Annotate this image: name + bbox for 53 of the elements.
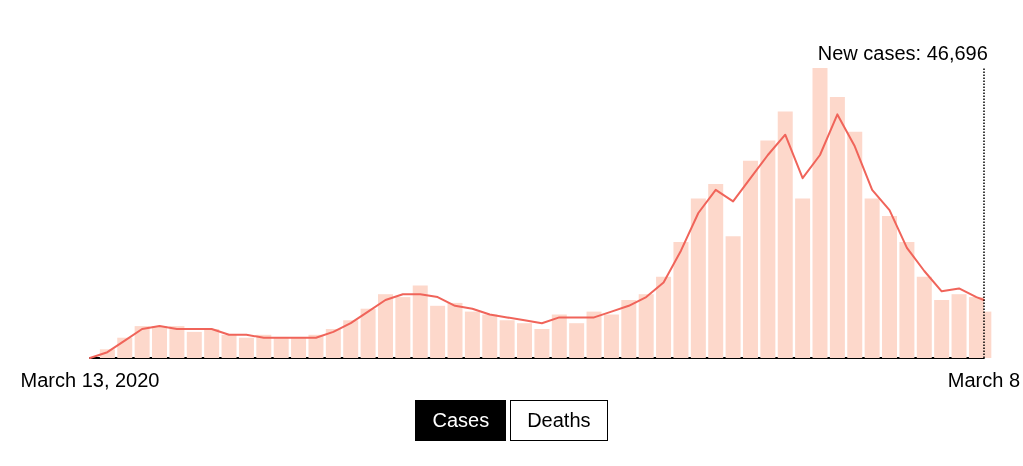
bar <box>464 311 480 358</box>
bar <box>412 285 428 358</box>
bar <box>621 300 637 358</box>
bar <box>186 331 202 358</box>
bar <box>656 276 672 358</box>
x-tick-label: March 8 <box>947 369 1020 391</box>
bar <box>256 334 272 358</box>
bar <box>291 337 307 358</box>
bar <box>134 326 150 358</box>
bar <box>760 140 776 358</box>
x-tick-label: March 13, 2020 <box>20 369 160 391</box>
bar <box>690 198 706 358</box>
bar <box>360 308 376 358</box>
bar <box>673 242 689 358</box>
bar <box>430 305 446 358</box>
bar <box>221 334 237 358</box>
bar <box>951 294 967 358</box>
tab-button: Cases <box>415 400 507 441</box>
tab-button: Deaths <box>510 400 608 441</box>
bar <box>899 242 915 358</box>
bar <box>238 337 254 358</box>
bar <box>777 111 793 358</box>
bar <box>273 337 289 358</box>
bar <box>812 68 828 358</box>
bar <box>325 329 341 358</box>
bar <box>847 131 863 358</box>
bar <box>395 297 411 358</box>
bar <box>586 311 602 358</box>
ref-line-label: New cases: 46,696 <box>817 42 988 64</box>
bar <box>482 314 498 358</box>
bar <box>603 314 619 358</box>
bar <box>742 160 758 358</box>
bar <box>534 329 550 358</box>
bar <box>708 184 724 358</box>
bar <box>725 236 741 358</box>
bar <box>377 294 393 358</box>
bar <box>169 326 185 358</box>
bar <box>204 329 220 358</box>
bar <box>882 215 898 358</box>
bar <box>934 300 950 358</box>
bar <box>864 198 880 358</box>
bar <box>343 320 359 358</box>
bar <box>569 323 585 358</box>
bar <box>916 276 932 358</box>
bar <box>499 320 515 358</box>
bar <box>638 294 654 358</box>
bar <box>308 334 324 358</box>
bar <box>152 326 168 358</box>
bar <box>829 97 845 358</box>
bar <box>795 198 811 358</box>
bar <box>447 302 463 358</box>
bar <box>551 314 567 358</box>
bar <box>517 323 533 358</box>
